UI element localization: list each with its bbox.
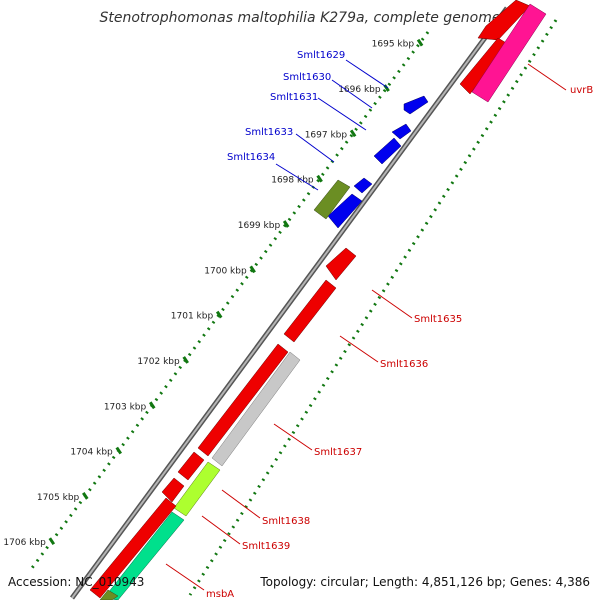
labels-right: uvrB Smlt1635 Smlt1636 Smlt1637 Smlt1638…: [165, 63, 593, 600]
tick-mark: [316, 174, 323, 183]
tick-label: 1705 kbp: [37, 493, 80, 503]
label-uvrb[interactable]: uvrB: [570, 85, 593, 96]
tick-label: 1695 kbp: [372, 40, 415, 50]
tick-mark: [416, 38, 424, 47]
gene-feature-smlt1636[interactable]: [283, 279, 337, 343]
tick-mark: [349, 129, 357, 138]
gene-feature-smlt1630[interactable]: [391, 123, 412, 140]
leader-smlt1629: [345, 59, 389, 89]
tick-label: 1703 kbp: [104, 402, 147, 412]
accession-text: Accession: NC_010943: [8, 575, 144, 589]
label-smlt1638[interactable]: Smlt1638: [262, 516, 310, 527]
tick-mark: [82, 492, 89, 500]
gene-feature-smlt1631[interactable]: [373, 137, 402, 165]
label-smlt1635[interactable]: Smlt1635: [414, 314, 462, 325]
gene-feature-uvrb[interactable]: [471, 3, 547, 103]
label-smlt1629[interactable]: Smlt1629: [297, 50, 345, 61]
gene-feature-smlt1629[interactable]: [403, 95, 429, 115]
tick-mark: [182, 356, 189, 364]
gene-feature-smlt1638[interactable]: [173, 461, 221, 517]
gene-feature-smlt1637-red[interactable]: [197, 343, 289, 457]
backbone: [71, 7, 508, 599]
leader-smlt1630: [331, 79, 373, 109]
leader-smlt1633: [295, 133, 335, 163]
tick-label: 1702 kbp: [137, 357, 180, 367]
map-title: Stenotrophomonas maltophilia K279a, comp…: [100, 10, 501, 26]
tick-label: 1698 kbp: [271, 176, 314, 186]
label-msba[interactable]: msbA: [206, 589, 234, 600]
leader-smlt1631: [317, 97, 367, 131]
leader-smlt1637: [273, 423, 313, 451]
tick-mark: [249, 265, 256, 274]
gene-feature-smlt1638-red[interactable]: [177, 451, 205, 481]
gene-feature-smlt1635[interactable]: [325, 247, 357, 281]
tick-group: 1695 kbp 1696 kbp 1697 kbp 1698 kbp 1699 kbp…: [3, 38, 424, 548]
topology-text: Topology: circular; Length: 4,851,126 bp…: [259, 575, 590, 589]
label-smlt1630[interactable]: Smlt1630: [283, 72, 331, 83]
tick-label: 1701 kbp: [171, 312, 214, 322]
gene-feature-olive-bottom[interactable]: [99, 589, 119, 600]
gene-feature-uvrb-top[interactable]: [477, 0, 531, 41]
gene-feature-smlt1639-red[interactable]: [161, 477, 185, 503]
gene-feature-smlt1634[interactable]: [327, 193, 363, 229]
leader-smlt1634: [275, 163, 319, 191]
gene-feature-smlt1633[interactable]: [353, 177, 373, 194]
tick-label: 1704 kbp: [70, 448, 113, 458]
leader-msba: [165, 563, 205, 591]
leader-uvrb: [527, 63, 567, 91]
tick-mark: [215, 310, 223, 319]
leader-smlt1636: [339, 335, 379, 363]
label-smlt1636[interactable]: Smlt1636: [380, 359, 428, 370]
tick-mark: [115, 446, 123, 455]
tick-label: 1706 kbp: [3, 538, 46, 548]
label-smlt1634[interactable]: Smlt1634: [227, 152, 275, 163]
tick-mark: [282, 220, 290, 228]
label-smlt1633[interactable]: Smlt1633: [245, 127, 293, 138]
tick-label: 1697 kbp: [305, 130, 348, 140]
gene-feature-smlt1637[interactable]: [211, 351, 301, 467]
gene-feature-olive[interactable]: [313, 179, 351, 220]
tick-label: 1700 kbp: [204, 266, 247, 276]
ruler-dots-right: [188, 19, 558, 596]
label-smlt1639[interactable]: Smlt1639: [242, 541, 290, 552]
leader-smlt1639: [201, 515, 241, 545]
labels-left: Smlt1629 Smlt1630 Smlt1631 Smlt1633 Smlt…: [227, 50, 389, 191]
tick-label: 1699 kbp: [238, 221, 281, 231]
leader-smlt1638: [221, 489, 261, 519]
ruler-dots-left: [30, 31, 430, 569]
tick-label: 1696 kbp: [338, 85, 381, 95]
gene-features-forward: [89, 0, 547, 600]
tick-mark: [148, 401, 156, 410]
tick-mark: [48, 537, 56, 546]
leader-smlt1635: [371, 289, 413, 319]
gene-features-reverse: [313, 95, 429, 229]
label-smlt1637[interactable]: Smlt1637: [314, 447, 362, 458]
label-smlt1631[interactable]: Smlt1631: [270, 92, 318, 103]
gene-feature-smlt1639[interactable]: [89, 497, 177, 599]
